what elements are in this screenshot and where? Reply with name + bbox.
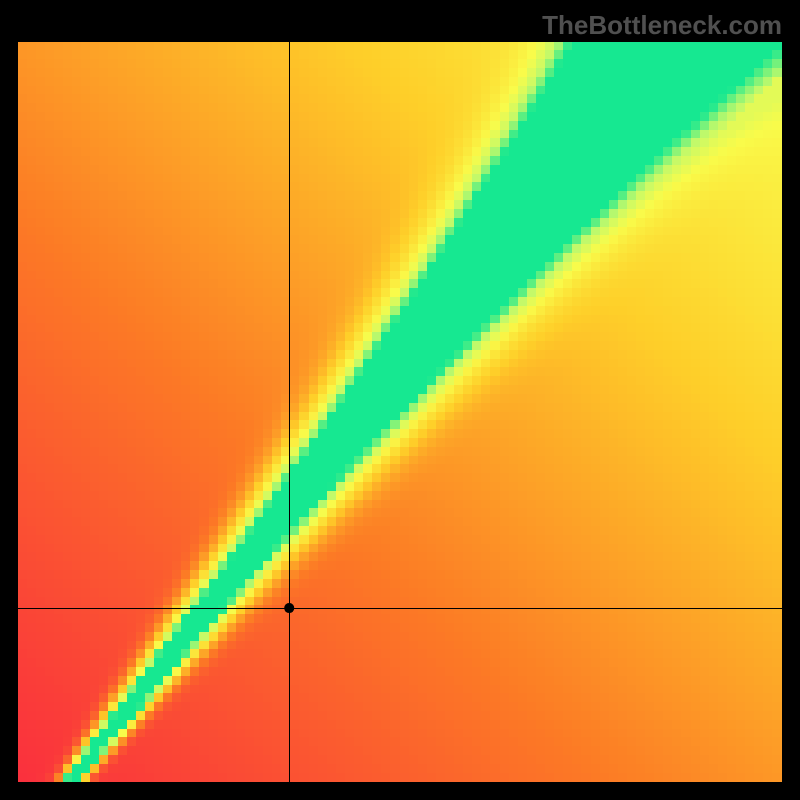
watermark-text: TheBottleneck.com [542, 10, 782, 41]
bottleneck-heatmap [18, 42, 782, 782]
